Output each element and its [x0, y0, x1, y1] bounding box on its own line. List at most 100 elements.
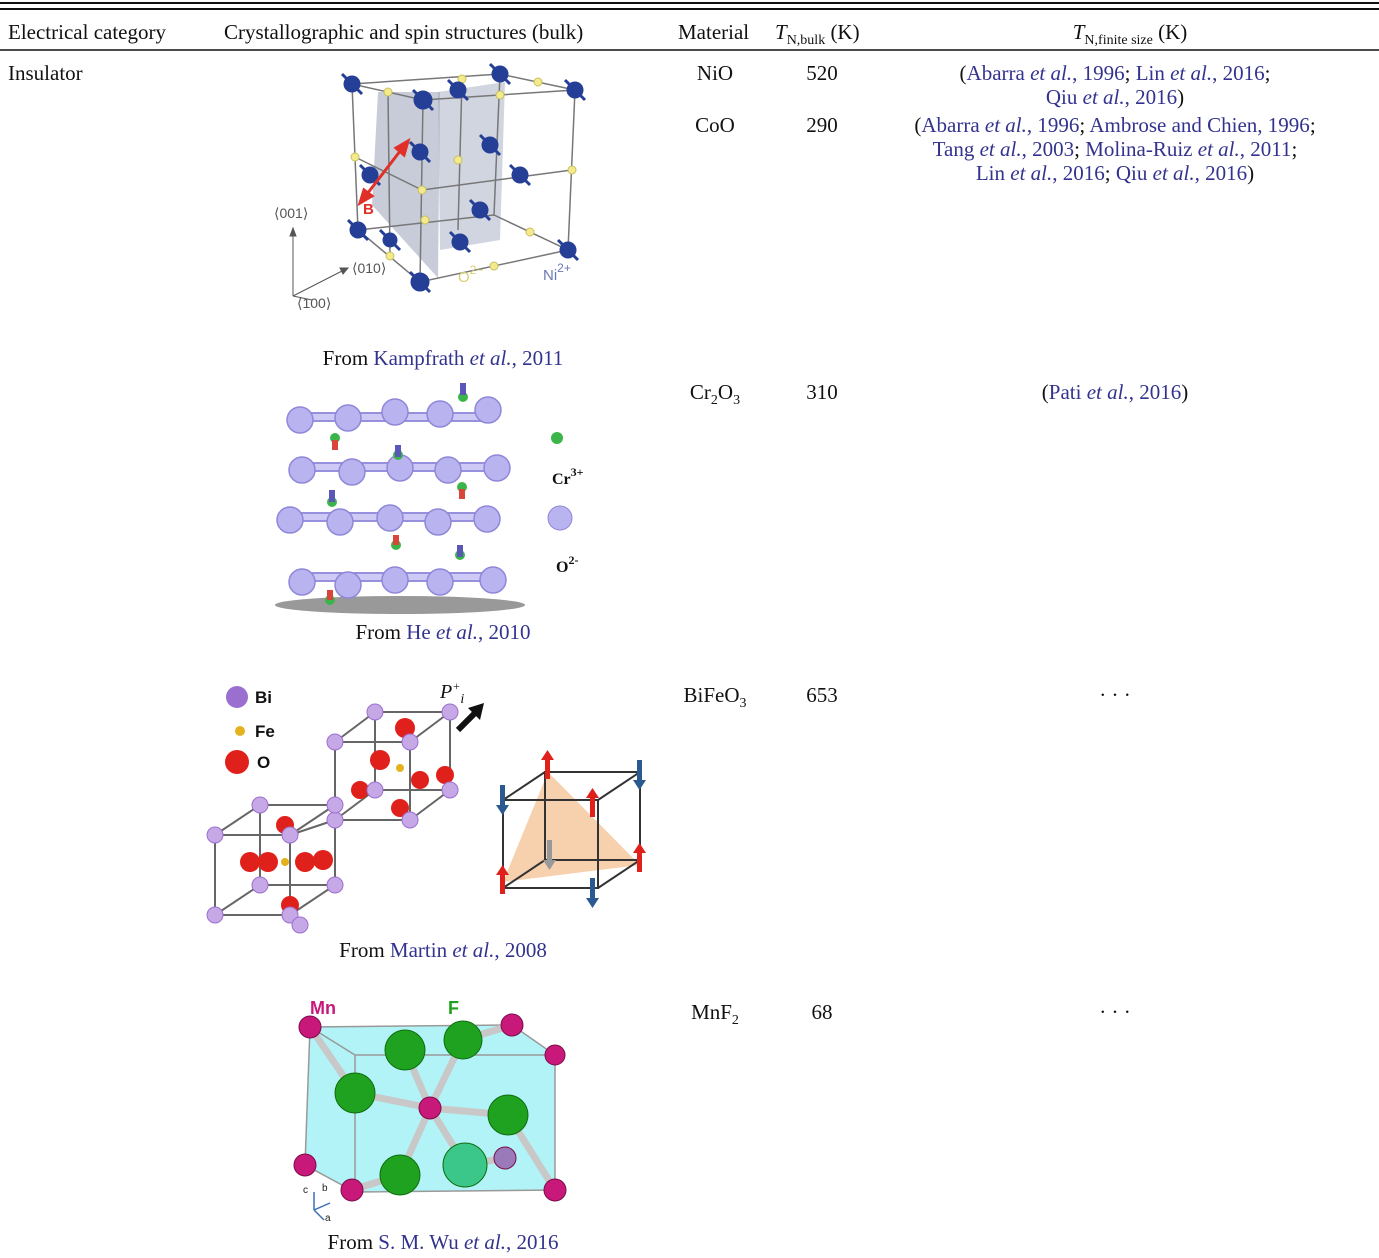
text-run: Cr	[552, 471, 571, 488]
material-rows: NiO 520 (Abarra et al., 1996; Lin et al., …	[668, 61, 1360, 189]
text-run: 2	[731, 1013, 739, 1028]
text-run: Electrical category	[8, 20, 166, 44]
column-header: Electrical category	[8, 20, 166, 44]
text-run: , 2016	[1212, 61, 1265, 85]
tn-bulk: 68	[811, 1000, 833, 1024]
text-run: (	[914, 113, 922, 137]
text-run: , 2016	[1124, 85, 1178, 109]
text-run: 3	[739, 696, 747, 711]
text-run: , 2016	[1128, 380, 1182, 404]
text-run: et al.	[1197, 137, 1240, 161]
tn-bulk: 310	[806, 380, 838, 404]
material-rows: Cr2O3 310 (Pati et al., 2016)	[668, 380, 1360, 417]
figure-label: b	[322, 1184, 328, 1194]
text-run: et al.	[1152, 161, 1195, 185]
text-run: BiFeO	[683, 683, 740, 707]
text-run: , 2016	[505, 1230, 559, 1254]
text-run: Crystallographic and spin structures (bu…	[224, 20, 584, 44]
text-run: Abarra	[921, 113, 985, 137]
text-run: 2+	[557, 261, 571, 275]
material-name: CoO	[665, 113, 765, 185]
text-run: Pati	[1048, 380, 1087, 404]
text-run: et al.	[1082, 85, 1125, 109]
text-run: , 2008	[494, 938, 547, 962]
column-header: Material	[678, 20, 749, 44]
material-name: NiO	[665, 61, 765, 109]
text-run: O	[556, 559, 569, 576]
text-run: ⟨100⟩	[297, 295, 332, 311]
text-run: Bi	[255, 688, 272, 707]
text-run: Abarra	[966, 61, 1031, 85]
figure-label: Cr3+	[552, 466, 584, 488]
text-run: , 2016	[1052, 161, 1105, 185]
tn-finite-size: (Pati et al., 2016)	[870, 380, 1360, 413]
text-run: Kampfrath	[373, 346, 470, 370]
text-run: Cr	[689, 380, 711, 404]
text-run: , 1996	[1026, 113, 1080, 137]
material-name: Cr2O3	[665, 380, 765, 413]
figure-label: Fe	[255, 723, 275, 740]
text-run: Ambrose and Chien, 1996	[1089, 113, 1310, 137]
text-run: 2	[710, 393, 718, 408]
text-run: ;	[1264, 61, 1271, 85]
text-run: 2−	[469, 263, 484, 277]
material-rows: BiFeO3 653 · · ·	[668, 683, 1360, 720]
text-run: From	[327, 1230, 379, 1254]
text-run: )	[1177, 85, 1185, 109]
text-run: Martin	[389, 938, 453, 962]
text-run: et al.	[979, 137, 1022, 161]
text-run: ;	[1074, 137, 1086, 161]
text-run: From	[355, 620, 407, 644]
text-run: et al.	[463, 1230, 506, 1254]
text-run: (K)	[825, 20, 860, 44]
text-run: , 2011	[1239, 137, 1292, 161]
text-run: , 2003	[1021, 137, 1075, 161]
text-run: · · ·	[1099, 683, 1131, 707]
text-run: , 2016	[1194, 161, 1248, 185]
bifeo3-structure-figure	[206, 686, 646, 934]
text-run: ;	[1124, 61, 1136, 85]
text-run: c	[303, 1185, 308, 1196]
text-run: N,bulk	[786, 33, 826, 48]
figure-label: Mn	[310, 999, 336, 1017]
material-row: Cr2O3 310 (Pati et al., 2016)	[668, 380, 1360, 413]
text-run: Tang	[932, 137, 980, 161]
text-run: T	[1072, 20, 1085, 44]
text-run: O	[717, 380, 734, 404]
cr2o3-structure-figure	[275, 383, 573, 614]
figure-caption: From He et al., 2010	[243, 620, 643, 644]
text-run: et al.	[1170, 61, 1213, 85]
tn-bulk: 290	[806, 113, 838, 137]
text-run: N,finite size	[1084, 33, 1153, 48]
text-run: a	[325, 1213, 331, 1224]
text-run: , 1996	[1072, 61, 1125, 85]
tn-bulk: 520	[806, 61, 838, 85]
text-run: · · ·	[1099, 1000, 1131, 1024]
figure-label: B	[363, 202, 374, 217]
text-run: , 2011	[511, 346, 564, 370]
text-run: MnF	[691, 1000, 732, 1024]
figure-label: c	[303, 1186, 308, 1196]
text-run: ;	[1104, 161, 1116, 185]
text-run: i	[460, 692, 465, 707]
text-run: ⟨001⟩	[274, 205, 309, 221]
text-run: ⟨010⟩	[352, 260, 387, 276]
text-run: )	[1181, 380, 1189, 404]
text-run: ;	[1079, 113, 1090, 137]
text-run: et al.	[1086, 380, 1129, 404]
text-run: )	[1247, 161, 1255, 185]
figure-label: ⟨010⟩	[352, 261, 386, 275]
material-rows: MnF2 68 · · ·	[668, 1000, 1360, 1037]
text-run: 2-	[568, 553, 579, 567]
text-run: +	[452, 679, 461, 693]
figure-label: O2−	[458, 264, 483, 285]
text-run: ;	[1309, 113, 1316, 137]
figure-caption: From S. M. Wu et al., 2016	[243, 1230, 643, 1254]
text-run: Fe	[255, 722, 275, 741]
figure-label: O2-	[556, 554, 578, 576]
figure-caption: From Kampfrath et al., 2011	[243, 346, 643, 370]
text-run: et al.	[984, 113, 1027, 137]
text-run: 3+	[570, 465, 584, 479]
column-header: TN,finite size (K)	[885, 20, 1375, 53]
